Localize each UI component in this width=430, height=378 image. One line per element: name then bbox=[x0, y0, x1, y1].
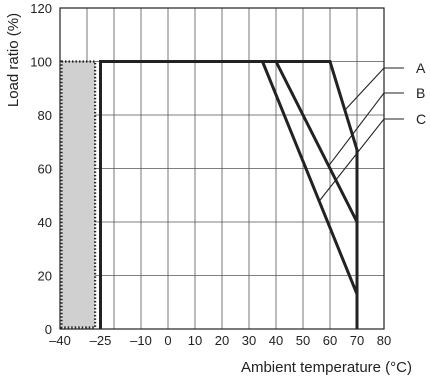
x-tick-label: 0 bbox=[164, 333, 171, 348]
series-line-c bbox=[99, 60, 359, 329]
x-tick-label: –25 bbox=[90, 333, 112, 348]
y-tick-label: 0 bbox=[45, 322, 52, 337]
x-tick-label: 80 bbox=[377, 333, 391, 348]
series-leader-lines bbox=[318, 67, 404, 202]
x-tick-label: 50 bbox=[296, 333, 310, 348]
grid bbox=[60, 8, 384, 329]
shaded-region bbox=[60, 60, 97, 329]
series-label-c: C bbox=[416, 111, 426, 127]
x-tick-label: 70 bbox=[350, 333, 364, 348]
shaded-region-rect bbox=[60, 60, 97, 329]
series-label-a: A bbox=[416, 60, 426, 76]
series-line-a bbox=[99, 60, 359, 329]
x-tick-label: 20 bbox=[215, 333, 229, 348]
y-tick-label: 120 bbox=[30, 1, 52, 16]
y-tick-label: 80 bbox=[38, 108, 52, 123]
leader-line-b bbox=[328, 92, 404, 167]
series-label-b: B bbox=[416, 85, 425, 101]
x-tick-label: 60 bbox=[323, 333, 337, 348]
x-tick-label: –40 bbox=[49, 333, 71, 348]
y-tick-label: 40 bbox=[38, 215, 52, 230]
y-tick-label: 60 bbox=[38, 162, 52, 177]
series-labels: ABC bbox=[416, 60, 426, 127]
x-tick-label: 30 bbox=[242, 333, 256, 348]
plot-frame bbox=[59, 7, 385, 330]
y-tick-labels: 0 20 40 60 80 100 120 bbox=[30, 1, 52, 337]
series-lines bbox=[99, 60, 359, 329]
x-axis-title: Ambient temperature (°C) bbox=[241, 359, 412, 376]
series-line-b bbox=[99, 60, 359, 329]
plot-border bbox=[59, 7, 385, 330]
x-tick-label: 40 bbox=[269, 333, 283, 348]
y-axis-title: Load ratio (%) bbox=[5, 13, 22, 107]
x-tick-label: –10 bbox=[130, 333, 152, 348]
leader-line-a bbox=[344, 67, 404, 111]
x-tick-labels: –40 –25 –10 0 10 20 30 40 50 60 70 80 bbox=[49, 333, 391, 348]
x-tick-label: 10 bbox=[188, 333, 202, 348]
leader-line-c bbox=[318, 118, 404, 202]
y-tick-label: 20 bbox=[38, 269, 52, 284]
y-tick-label: 100 bbox=[30, 55, 52, 70]
